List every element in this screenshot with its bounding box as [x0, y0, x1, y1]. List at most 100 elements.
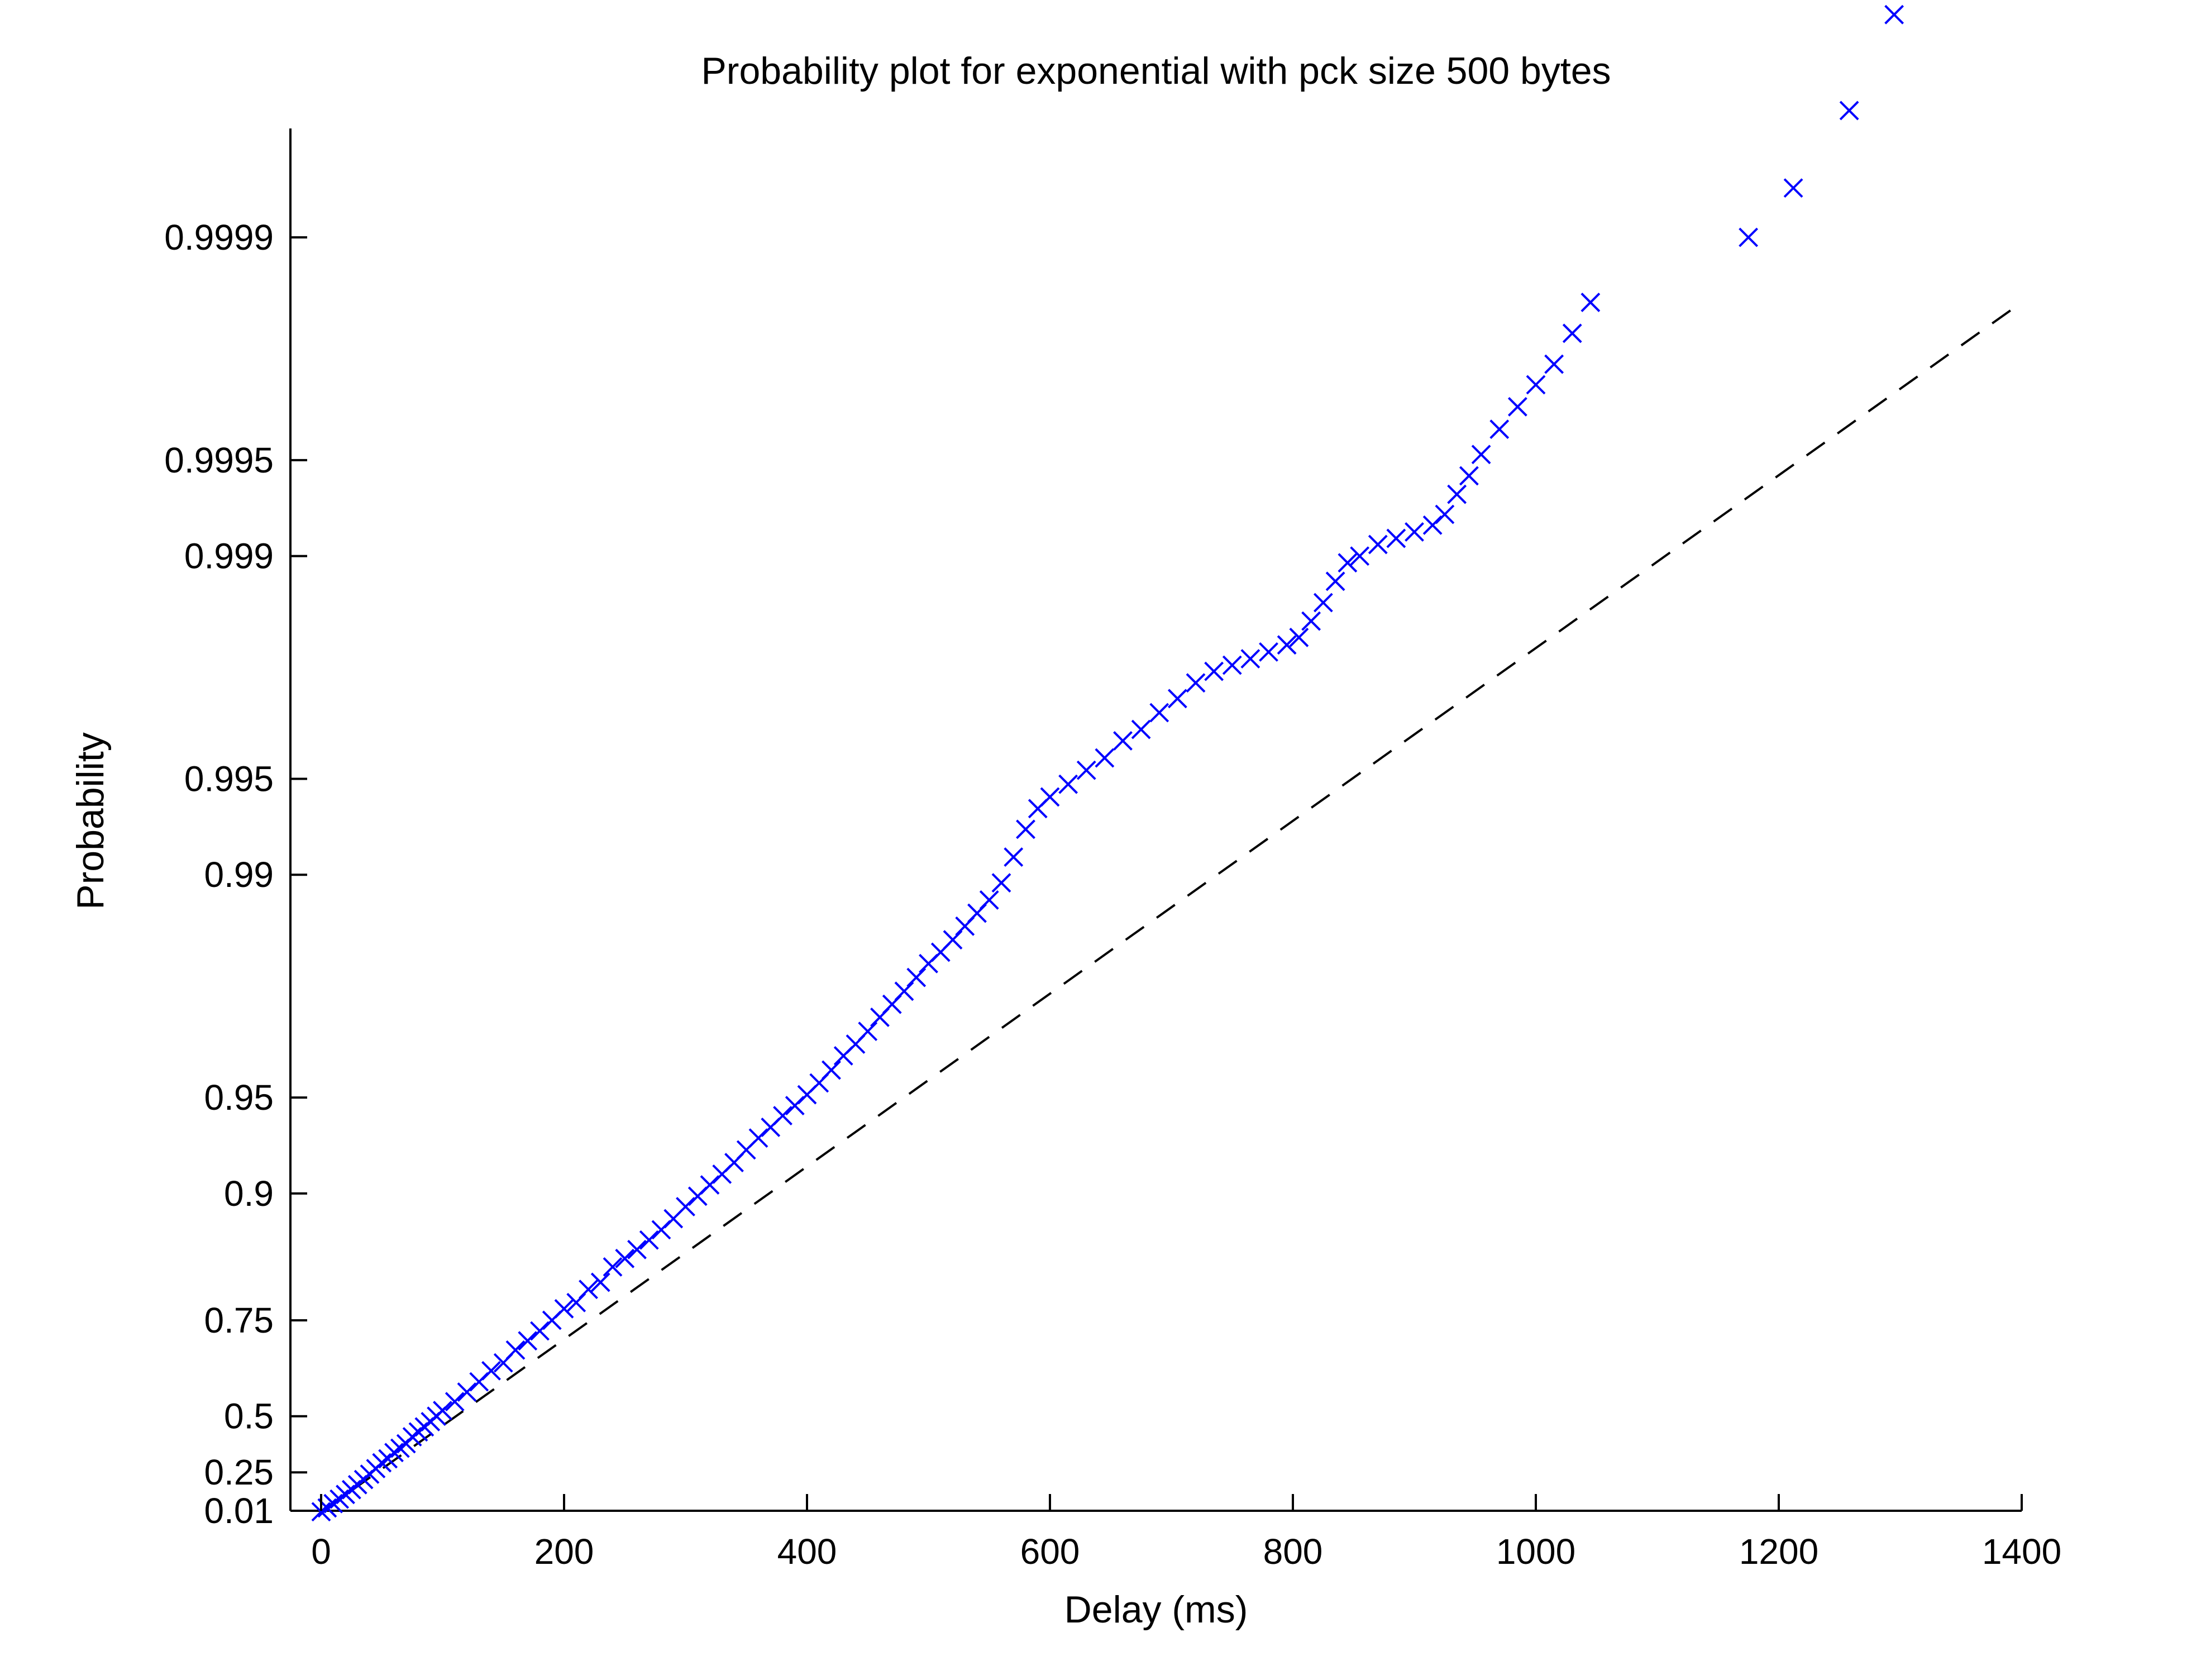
data-point [1526, 375, 1546, 395]
y-tick-label: 0.95 [204, 1077, 274, 1118]
reference-line [320, 301, 2023, 1514]
data-point-stroke [1405, 522, 1424, 542]
data-point-stroke [1277, 635, 1297, 655]
y-tick-label: 0.999 [184, 536, 274, 576]
data-point-stroke [1489, 419, 1510, 439]
data-point [518, 1331, 538, 1351]
x-tick-label: 600 [1020, 1531, 1080, 1572]
data-point-stroke [858, 1022, 878, 1042]
data-point [615, 1248, 635, 1268]
data-point [311, 1502, 331, 1522]
data-point-stroke [639, 1230, 659, 1250]
data-point-stroke [1167, 689, 1187, 709]
data-point [1313, 593, 1333, 613]
data-point-stroke [1386, 528, 1406, 548]
data-point-stroke [1544, 354, 1564, 374]
data-point-stroke [1131, 719, 1151, 739]
data-point [1350, 546, 1370, 566]
data-point-stroke [1338, 553, 1358, 573]
data-point-stroke [615, 1248, 635, 1268]
data-point [445, 1392, 465, 1412]
data-point-stroke [906, 967, 927, 987]
data-point [1783, 178, 1803, 198]
data-point-stroke [676, 1197, 695, 1216]
data-point [1839, 101, 1859, 121]
x-tick-label: 400 [777, 1531, 837, 1572]
data-point-stroke [481, 1361, 501, 1381]
data-point [1167, 689, 1187, 709]
data-point [979, 890, 999, 910]
y-tick-label: 0.9 [224, 1173, 274, 1214]
data-point-stroke [1301, 611, 1321, 631]
data-point-stroke [1204, 661, 1224, 681]
data-point-stroke [1350, 546, 1370, 566]
data-point-stroke [554, 1299, 574, 1319]
data-point [1471, 445, 1491, 465]
x-tick-label: 800 [1263, 1531, 1323, 1572]
y-tick-label: 0.01 [204, 1491, 274, 1531]
data-point-stroke [311, 1502, 331, 1522]
y-tick-label: 0.99 [204, 855, 274, 895]
data-point [676, 1197, 695, 1216]
data-point [1186, 673, 1206, 693]
data-point [1507, 397, 1527, 417]
data-point-stroke [991, 873, 1011, 893]
data-point [1447, 484, 1467, 504]
data-point-stroke [1240, 649, 1260, 669]
data-point [1095, 748, 1115, 768]
x-tick-label: 1200 [1739, 1531, 1818, 1572]
data-point [481, 1361, 501, 1381]
data-point [554, 1299, 574, 1319]
data-point [590, 1272, 610, 1292]
data-point [1289, 627, 1309, 647]
data-point [1222, 655, 1242, 675]
data-point-stroke [1076, 760, 1096, 780]
data-point [906, 967, 927, 987]
plot-area [289, 128, 2022, 1512]
data-point-stroke [773, 1106, 792, 1125]
data-point [433, 1401, 452, 1421]
data-point-stroke [1004, 847, 1024, 867]
data-point-stroke [1149, 703, 1169, 723]
data-point-stroke [1459, 466, 1479, 486]
y-ticks-layer: 0.010.25 0.5 0.75 0.9 0.95 0.99 0.995 0.999 0.99… [164, 217, 307, 1531]
y-tick-label: 0.25 [204, 1452, 274, 1492]
data-point-stroke [518, 1331, 538, 1351]
data-point-stroke [1526, 375, 1546, 395]
data-point-stroke [1447, 484, 1467, 504]
data-point [505, 1340, 526, 1360]
data-point-stroke [1325, 571, 1345, 591]
x-axis-label: Delay (ms) [1064, 1588, 1248, 1631]
data-point [1240, 649, 1260, 669]
data-point [991, 873, 1011, 893]
data-point-stroke [1259, 642, 1278, 662]
data-point [579, 1280, 598, 1300]
data-point [1368, 534, 1388, 555]
chart-title: Probability plot for exponential with pc… [701, 50, 1611, 92]
data-point [1076, 760, 1096, 780]
y-tick-label: 0.995 [184, 758, 274, 799]
data-point [1131, 719, 1151, 739]
data-point-stroke [1222, 655, 1242, 675]
data-point-stroke [505, 1340, 526, 1360]
data-point-stroke [1368, 534, 1388, 555]
data-point [1113, 731, 1133, 751]
reference-line-layer [320, 301, 2023, 1514]
data-point-stroke [1186, 673, 1206, 693]
data-point [1149, 703, 1169, 723]
data-point [457, 1382, 477, 1402]
data-point [1739, 227, 1759, 247]
data-point-stroke [1884, 4, 1904, 25]
data-point-stroke [1783, 178, 1803, 198]
data-point-stroke [1581, 293, 1601, 312]
data-point [1004, 847, 1024, 867]
data-point-stroke [457, 1382, 477, 1402]
data-point [1562, 323, 1582, 343]
data-point-stroke [603, 1257, 623, 1277]
data-point-stroke [1739, 227, 1759, 247]
data-point [858, 1022, 878, 1042]
data-point [384, 1443, 404, 1463]
data-point [1016, 819, 1035, 839]
data-point [1058, 774, 1078, 794]
data-point-stroke [1471, 445, 1491, 465]
